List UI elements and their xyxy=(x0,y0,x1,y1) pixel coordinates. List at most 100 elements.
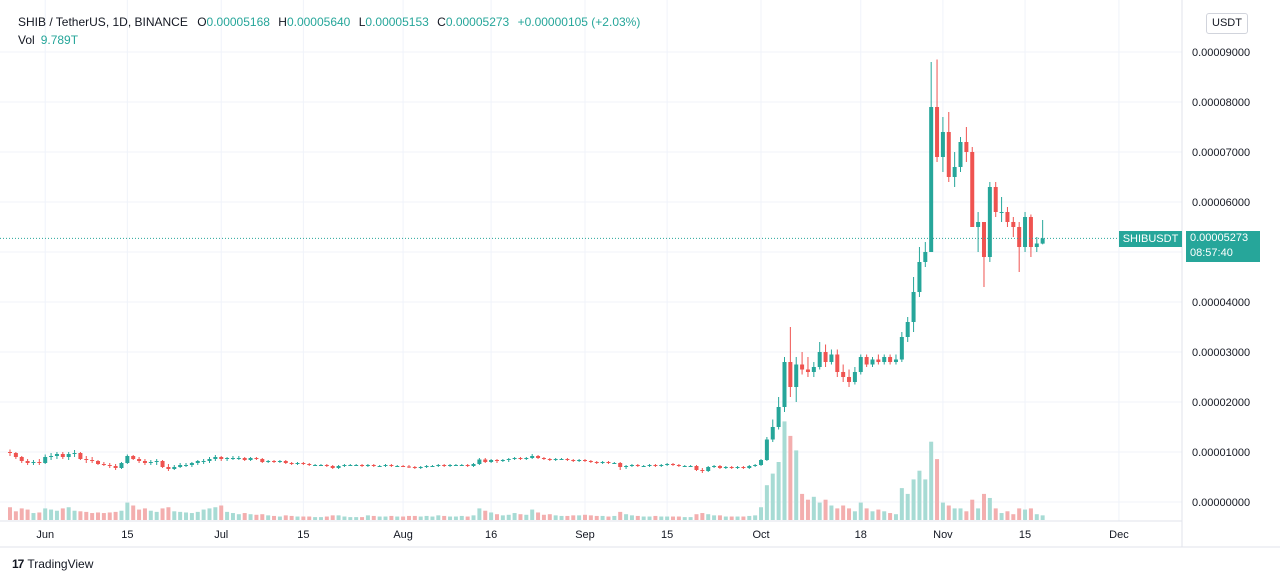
candle-body xyxy=(401,466,406,467)
candle-body xyxy=(248,458,253,460)
candle-body xyxy=(565,459,570,460)
high-label: H xyxy=(278,15,287,29)
candle-body xyxy=(653,465,658,466)
currency-button[interactable]: USDT xyxy=(1206,13,1248,34)
volume-bar xyxy=(958,508,963,520)
candle-body xyxy=(213,457,218,459)
volume-bar xyxy=(847,508,852,520)
price-tick-label: 0.00001000 xyxy=(1192,447,1250,459)
candle-body xyxy=(448,465,453,466)
volume-bar xyxy=(764,485,769,520)
volume-bar xyxy=(137,509,142,520)
candle-body xyxy=(606,462,611,463)
candle-body xyxy=(735,467,740,468)
candle-body xyxy=(137,459,142,461)
candle-body xyxy=(365,465,370,466)
volume-bar xyxy=(412,515,417,520)
volume-bar xyxy=(465,516,470,520)
volume-bar xyxy=(665,516,670,520)
candle-body xyxy=(541,458,546,459)
candle-body xyxy=(823,352,828,362)
volume-bar xyxy=(876,509,881,520)
candle-body xyxy=(84,459,89,460)
candle-body xyxy=(747,466,752,468)
volume-bar xyxy=(360,517,365,520)
volume-bar xyxy=(553,515,558,520)
volume-bar xyxy=(888,513,893,520)
volume-bar xyxy=(119,510,124,520)
volume-bar xyxy=(782,421,787,520)
volume-bar xyxy=(864,508,869,520)
candle-body xyxy=(788,362,793,387)
candle-body xyxy=(324,465,329,466)
candle-body xyxy=(629,465,634,466)
candle-body xyxy=(717,466,722,468)
volume-bar xyxy=(84,511,89,520)
candle-body xyxy=(706,467,711,471)
volume-bar xyxy=(794,450,799,520)
volume-bar xyxy=(577,515,582,520)
candle-body xyxy=(694,466,699,470)
volume-bar xyxy=(776,462,781,520)
candle-body xyxy=(66,454,71,457)
volume-bar xyxy=(225,511,230,520)
volume-bar xyxy=(436,515,441,520)
candle-body xyxy=(782,362,787,407)
volume-bar xyxy=(970,499,975,520)
volume-bar xyxy=(946,505,951,520)
time-scale[interactable]: Jun 15 Jul 15 Aug 16 Sep 15 Oct 18 Nov 15 Dec xyxy=(36,529,1129,541)
candle-body xyxy=(770,427,775,440)
time-tick-label: Sep xyxy=(575,529,595,541)
volume-bar xyxy=(107,512,112,520)
volume-bar xyxy=(242,513,247,520)
candle-body xyxy=(225,458,230,459)
volume-bar xyxy=(829,505,834,520)
candle-body xyxy=(354,465,359,466)
volume-bar xyxy=(800,493,805,520)
volume-bar xyxy=(336,515,341,520)
price-scale[interactable]: 0.00000000 0.00001000 0.00002000 0.00003000… xyxy=(1192,47,1250,509)
volume-bar xyxy=(541,514,546,520)
volume-bar xyxy=(66,507,71,520)
volume-bar xyxy=(54,510,59,520)
candle-body xyxy=(794,364,799,387)
candle-body xyxy=(54,454,59,456)
candle-body xyxy=(471,464,476,466)
volume-bar xyxy=(747,515,752,520)
candle-body xyxy=(1011,222,1016,227)
candle-body xyxy=(459,465,464,466)
tradingview-brand[interactable]: 17 TradingView xyxy=(12,557,93,571)
volume-bar xyxy=(659,516,664,520)
volume-bar xyxy=(1017,508,1022,520)
volume-bar xyxy=(717,515,722,520)
candle-body xyxy=(981,222,986,257)
candle-body xyxy=(260,459,265,462)
symbol-title[interactable]: SHIB / TetherUS, 1D, BINANCE xyxy=(18,15,188,29)
candle-body xyxy=(31,462,36,463)
volume-bar xyxy=(307,516,312,520)
candle-body xyxy=(940,132,945,157)
candle-body xyxy=(829,354,834,362)
candle-body xyxy=(348,465,353,466)
candle-body xyxy=(723,467,728,468)
volume-bar xyxy=(72,510,77,520)
volume-bar xyxy=(536,512,541,520)
candle-body xyxy=(107,465,112,466)
time-tick-label: Nov xyxy=(933,529,953,541)
candle-body xyxy=(465,465,470,466)
candle-body xyxy=(929,107,934,252)
volume-bar xyxy=(506,514,511,520)
candle-body xyxy=(835,354,840,372)
candle-body xyxy=(946,132,951,177)
volume-bar xyxy=(635,515,640,520)
volume-bar xyxy=(518,514,523,520)
volume-bar xyxy=(207,508,212,520)
candle-body xyxy=(888,357,893,362)
volume-bar xyxy=(899,488,904,520)
volume-label[interactable]: Vol xyxy=(18,33,35,47)
volume-bar xyxy=(43,508,48,520)
volume-bar xyxy=(489,512,494,520)
volume-bar xyxy=(318,517,323,520)
volume-legend: Vol 9.789T xyxy=(18,33,78,47)
